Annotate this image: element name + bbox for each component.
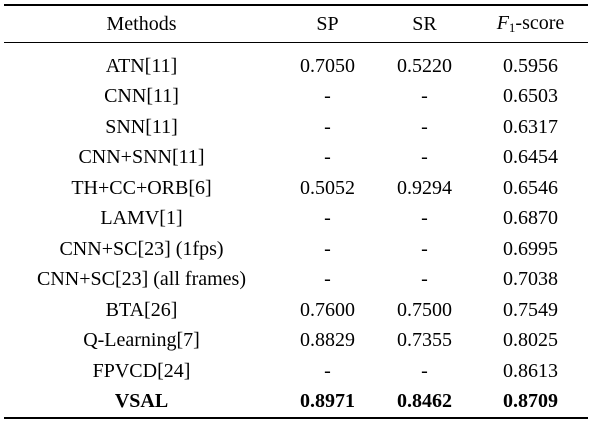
table-row: SNN[11] - - 0.6317 xyxy=(4,112,588,143)
table-row: TH+CC+ORB[6] 0.5052 0.9294 0.6546 xyxy=(4,173,588,204)
cell-sr: 0.8462 xyxy=(376,386,473,419)
cell-sp: - xyxy=(324,207,331,230)
cell-f1: 0.6454 xyxy=(503,146,558,169)
cell-sp: 0.8971 xyxy=(279,386,376,419)
cell-f1: 0.5956 xyxy=(503,54,558,77)
cell-sr: - xyxy=(421,237,428,260)
cell-sp: - xyxy=(324,85,331,108)
cell-sp: 0.7050 xyxy=(300,54,355,77)
cell-method: Q-Learning[7] xyxy=(83,329,200,352)
cell-sr: - xyxy=(421,207,428,230)
cell-sr: 0.7355 xyxy=(397,329,452,352)
cell-sp: - xyxy=(324,115,331,138)
cell-method: CNN[11] xyxy=(104,85,179,108)
header-f1-score: F1-score xyxy=(473,4,588,43)
header-f1-subscript: 1 xyxy=(508,20,516,35)
cell-sp: - xyxy=(324,237,331,260)
cell-f1: 0.6317 xyxy=(503,115,558,138)
header-f1-letter: F xyxy=(496,12,509,34)
cell-sp: 0.7600 xyxy=(300,298,355,321)
cell-sp: - xyxy=(324,359,331,382)
table-row: CNN+SNN[11] - - 0.6454 xyxy=(4,143,588,174)
cell-method: CNN+SC[23] (1fps) xyxy=(59,237,224,260)
header-sp: SP xyxy=(279,4,376,43)
cell-f1: 0.7038 xyxy=(503,268,558,291)
cell-f1: 0.8709 xyxy=(473,386,588,419)
table-row: ATN[11] 0.7050 0.5220 0.5956 xyxy=(4,43,588,82)
table-row: BTA[26] 0.7600 0.7500 0.7549 xyxy=(4,295,588,326)
results-table-container: Methods SP SR F1-score ATN[11] 0.7050 0.… xyxy=(4,4,588,419)
cell-f1: 0.8613 xyxy=(503,359,558,382)
cell-method: VSAL xyxy=(4,386,279,419)
table-row-proposed-method: VSAL 0.8971 0.8462 0.8709 xyxy=(4,386,588,419)
cell-sp: - xyxy=(324,268,331,291)
header-row: Methods SP SR F1-score xyxy=(4,4,588,43)
cell-sr: - xyxy=(421,146,428,169)
header-methods: Methods xyxy=(4,4,279,43)
cell-sr: 0.5220 xyxy=(397,54,452,77)
cell-f1: 0.6870 xyxy=(503,207,558,230)
cell-method: CNN+SC[23] (all frames) xyxy=(36,268,246,291)
table-row: CNN+SC[23] (1fps) - - 0.6995 xyxy=(4,234,588,265)
cell-method: BTA[26] xyxy=(105,298,178,321)
table-row: FPVCD[24] - - 0.8613 xyxy=(4,356,588,387)
cell-f1: 0.6503 xyxy=(503,85,558,108)
cell-sr: - xyxy=(421,359,428,382)
cell-sr: 0.7500 xyxy=(397,298,452,321)
cell-method: FPVCD[24] xyxy=(92,359,191,382)
results-table: Methods SP SR F1-score ATN[11] 0.7050 0.… xyxy=(4,4,588,419)
table-row: Q-Learning[7] 0.8829 0.7355 0.8025 xyxy=(4,326,588,357)
cell-method: SNN[11] xyxy=(105,115,178,138)
cell-f1: 0.7549 xyxy=(503,298,558,321)
cell-method: CNN+SNN[11] xyxy=(78,146,205,169)
cell-method: TH+CC+ORB[6] xyxy=(71,176,212,199)
cell-method: ATN[11] xyxy=(105,54,178,77)
cell-sp: - xyxy=(324,146,331,169)
cell-sr: - xyxy=(421,268,428,291)
cell-sr: - xyxy=(421,115,428,138)
table-row: LAMV[1] - - 0.6870 xyxy=(4,204,588,235)
cell-sr: - xyxy=(421,85,428,108)
cell-method: LAMV[1] xyxy=(100,207,183,230)
cell-f1: 0.6995 xyxy=(503,237,558,260)
header-sr: SR xyxy=(376,4,473,43)
cell-sr: 0.9294 xyxy=(397,176,452,199)
cell-sp: 0.8829 xyxy=(300,329,355,352)
table-row: CNN+SC[23] (all frames) - - 0.7038 xyxy=(4,265,588,296)
cell-f1: 0.8025 xyxy=(503,329,558,352)
header-f1-suffix: -score xyxy=(515,12,565,34)
cell-f1: 0.6546 xyxy=(503,176,558,199)
cell-sp: 0.5052 xyxy=(300,176,355,199)
table-row: CNN[11] - - 0.6503 xyxy=(4,82,588,113)
